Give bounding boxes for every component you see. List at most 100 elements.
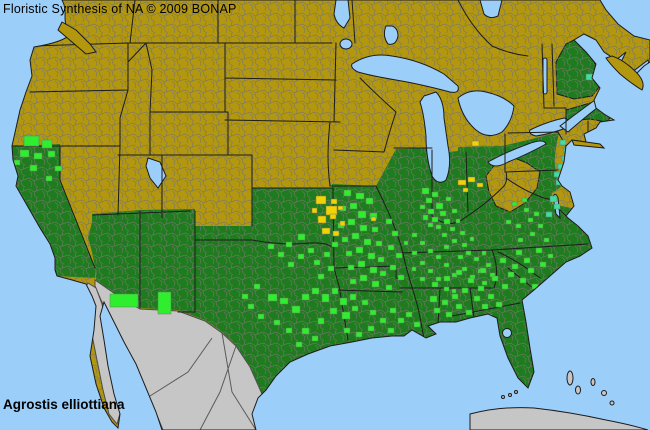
county-occurrence-light_green xyxy=(331,287,339,295)
county-occurrence-light_green xyxy=(487,293,495,300)
county-occurrence-light_green xyxy=(351,232,360,240)
county-occurrence-light_green xyxy=(535,247,543,254)
county-occurrence-light_green xyxy=(291,305,301,314)
county-occurrence-light_green xyxy=(449,226,456,232)
county-occurrence-light_green xyxy=(307,247,315,254)
county-occurrence-light_green xyxy=(341,311,351,320)
county-occurrence-light_green xyxy=(479,267,487,274)
county-occurrence-light_green xyxy=(311,287,320,295)
county-occurrence-light_green xyxy=(45,175,53,182)
county-occurrence-light_green xyxy=(355,246,364,254)
county-occurrence-light_green xyxy=(473,256,480,262)
county-occurrence-light_green xyxy=(473,295,481,302)
county-occurrence-light_green xyxy=(317,317,325,325)
county-occurrence-light_green xyxy=(347,264,355,271)
county-occurrence-light_green xyxy=(343,327,351,334)
county-occurrence-light_green xyxy=(355,331,363,338)
county-occurrence-light_green xyxy=(461,287,469,294)
county-occurrence-light_green xyxy=(29,164,38,172)
county-occurrence-light_green xyxy=(455,269,463,276)
county-occurrence-light_green xyxy=(385,218,393,225)
county-occurrence-layer xyxy=(13,73,596,348)
county-occurrence-light_green xyxy=(451,208,458,214)
county-occurrence-light_green xyxy=(395,252,403,259)
county-occurrence-light_green xyxy=(515,249,523,256)
county-occurrence-light_green xyxy=(379,270,387,277)
county-occurrence-light_green xyxy=(527,267,535,274)
county-occurrence-light_green xyxy=(357,210,367,219)
county-occurrence-light_green xyxy=(419,260,426,266)
county-occurrence-light_green xyxy=(443,286,450,292)
county-occurrence-light_green xyxy=(457,254,464,260)
county-occurrence-light_green xyxy=(521,197,528,203)
mexico-state-borders xyxy=(149,332,257,430)
county-occurrence-light_green xyxy=(499,257,507,264)
county-occurrence-light_green xyxy=(529,231,536,237)
county-occurrence-light_green xyxy=(23,135,40,147)
county-occurrence-light_green xyxy=(349,293,357,301)
county-occurrence-light_green xyxy=(367,252,376,260)
county-occurrence-light_green xyxy=(461,242,468,248)
county-occurrence-light_green xyxy=(391,230,399,237)
county-occurrence-light_green xyxy=(267,293,278,302)
county-occurrence-light_green xyxy=(467,277,475,284)
county-occurrence-light_green xyxy=(349,278,357,285)
cuba xyxy=(469,407,649,430)
county-occurrence-light_green xyxy=(445,196,452,202)
lake-of-the-woods xyxy=(339,38,353,50)
county-occurrence-light_green xyxy=(481,303,489,310)
county-occurrence-light_green xyxy=(257,313,265,320)
county-occurrence-light_green xyxy=(427,222,434,228)
county-occurrence-light_green xyxy=(54,165,63,172)
county-occurrence-light_green xyxy=(431,281,439,288)
county-occurrence-light_green xyxy=(547,253,554,259)
county-occurrence-yellow xyxy=(325,205,338,216)
county-occurrence-light_green xyxy=(349,202,358,210)
county-occurrence-light_green xyxy=(301,327,310,335)
county-occurrence-light_green xyxy=(365,197,374,205)
species-name-label: Agrostis elliottiana xyxy=(3,397,125,412)
lake-winnipeg xyxy=(333,0,351,29)
county-occurrence-yellow xyxy=(462,187,469,193)
vancouver-island xyxy=(57,21,97,55)
county-occurrence-light_green xyxy=(427,268,434,274)
county-occurrence-light_green xyxy=(385,284,393,291)
county-occurrence-light_green xyxy=(343,189,352,197)
lake-okeechobee xyxy=(502,328,512,338)
county-occurrence-light_green xyxy=(515,223,522,229)
long-island xyxy=(571,139,606,149)
bahamas-islands xyxy=(566,370,615,406)
county-occurrence-light_green xyxy=(389,307,397,314)
county-occurrence-light_green xyxy=(435,224,442,230)
county-occurrence-light_green xyxy=(247,303,255,310)
county-occurrence-light_green xyxy=(441,299,449,306)
county-occurrence-light_green xyxy=(377,256,385,263)
county-occurrence-light_green xyxy=(431,216,439,223)
county-occurrence-light_green xyxy=(433,307,441,314)
county-occurrence-light_green xyxy=(285,241,293,248)
county-occurrence-light_green xyxy=(501,283,509,290)
county-occurrence-light_green xyxy=(371,226,379,233)
county-occurrence-light_green xyxy=(277,251,285,258)
county-occurrence-light_green xyxy=(427,248,434,254)
county-occurrence-light_green xyxy=(41,139,53,149)
county-occurrence-light_green xyxy=(425,197,433,204)
lake-michigan xyxy=(419,91,451,183)
county-occurrence-yellow xyxy=(315,195,327,205)
county-occurrence-light_green xyxy=(297,233,306,241)
county-occurrence-light_green xyxy=(451,238,458,244)
county-occurrence-light_green xyxy=(327,265,335,272)
nova-scotia xyxy=(605,55,644,91)
county-occurrence-teal xyxy=(559,139,567,146)
lake-huron xyxy=(457,90,515,136)
county-occurrence-light_green xyxy=(523,257,531,264)
james-bay xyxy=(479,0,503,19)
county-occurrence-light_green xyxy=(495,301,503,308)
county-occurrence-light_green xyxy=(397,274,405,281)
county-occurrence-light_green xyxy=(443,262,450,268)
county-occurrence-light_green xyxy=(465,309,473,316)
county-occurrence-light_green xyxy=(411,232,418,238)
county-occurrence-light_green xyxy=(419,240,426,246)
county-occurrence-light_green xyxy=(459,230,466,236)
